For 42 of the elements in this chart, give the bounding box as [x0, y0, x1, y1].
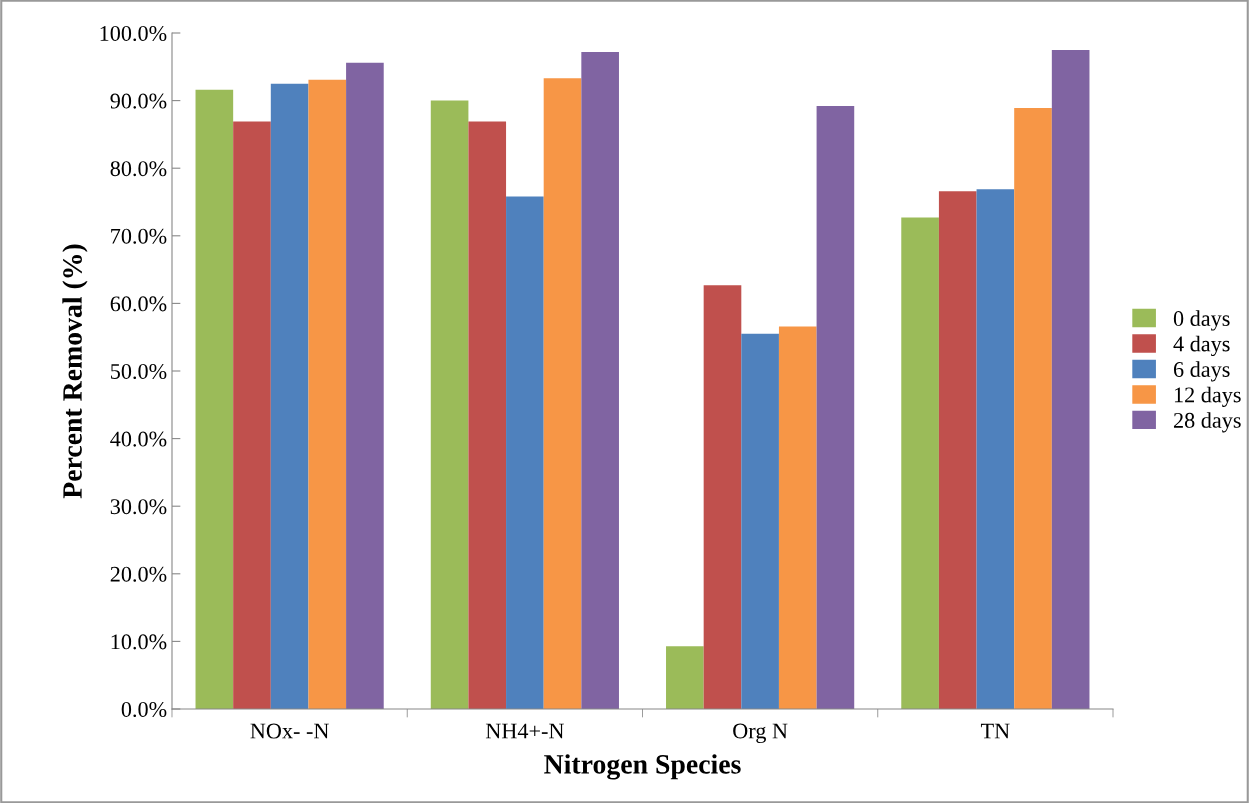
legend-label: 28 days — [1173, 412, 1241, 433]
bar — [901, 217, 939, 709]
bar — [741, 333, 779, 709]
legend-label: 4 days — [1173, 335, 1230, 357]
y-tick-label: 70.0% — [111, 228, 167, 244]
x-tick-label: TN — [980, 723, 1010, 739]
y-tick-label: 80.0% — [110, 161, 167, 177]
y-tick-label: 0.0% — [121, 701, 167, 718]
legend-label: 6 days — [1173, 361, 1230, 382]
bar — [581, 51, 619, 709]
legend-label: 0 days — [1173, 310, 1230, 331]
y-tick-label: 30.0% — [110, 499, 167, 515]
bar — [430, 100, 469, 709]
bar — [506, 196, 544, 709]
bar — [195, 89, 234, 709]
y-tick-label: 90.0% — [110, 93, 167, 109]
x-tick-label: NH4+-N — [485, 723, 564, 739]
bar — [666, 646, 704, 709]
x-tick-label: NOx- -N — [250, 723, 329, 739]
bar — [778, 326, 817, 709]
y-tick-label: 100.0% — [100, 25, 167, 42]
bar — [976, 189, 1015, 709]
bar — [270, 83, 309, 709]
y-tick-label: 20.0% — [110, 566, 167, 582]
bar — [816, 106, 855, 709]
legend-label: 12 days — [1174, 386, 1241, 407]
x-tick-label: Org N — [733, 723, 788, 744]
y-tick-label: 50.0% — [111, 363, 167, 380]
bar — [938, 191, 977, 709]
bar — [543, 78, 582, 709]
bar — [1051, 49, 1090, 709]
bar — [346, 62, 384, 709]
y-axis-title: Percent Removal (%) — [62, 244, 88, 499]
bar — [1014, 108, 1052, 709]
bar — [233, 121, 271, 709]
y-tick-label: 10.0% — [111, 634, 167, 650]
x-axis-title: Nitrogen Species — [544, 754, 741, 780]
y-tick-label: 40.0% — [110, 431, 167, 447]
bar — [703, 285, 742, 709]
bar — [308, 79, 347, 709]
bar — [468, 121, 507, 709]
y-tick-label: 60.0% — [110, 296, 167, 312]
